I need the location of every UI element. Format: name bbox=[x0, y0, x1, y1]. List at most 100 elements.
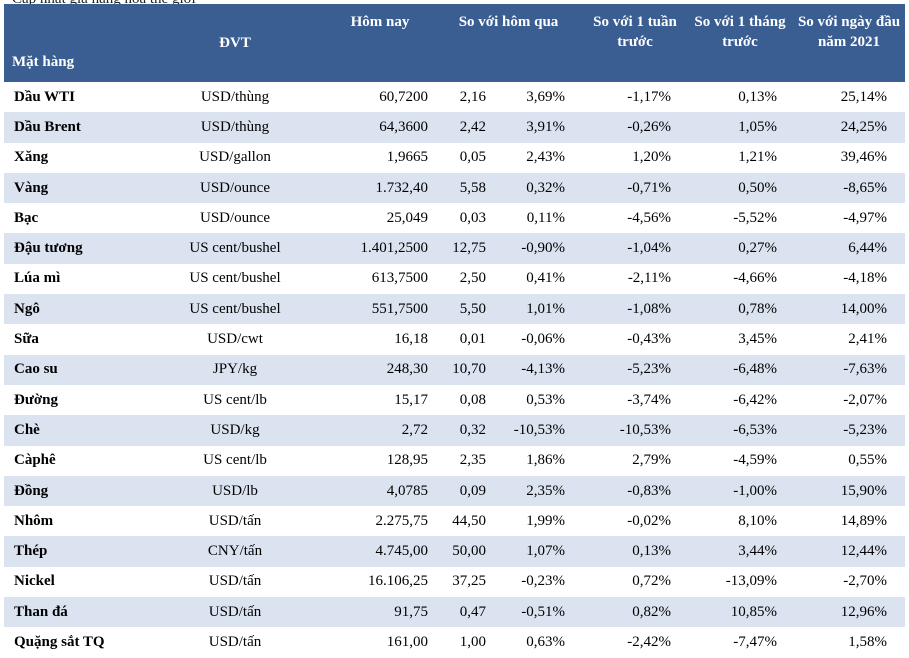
change-week: -2,42% bbox=[583, 627, 687, 658]
change-ytd: 39,46% bbox=[793, 142, 905, 173]
change-month: 3,45% bbox=[687, 324, 793, 355]
change-week: -0,02% bbox=[583, 506, 687, 537]
change-week: -1,08% bbox=[583, 294, 687, 325]
change-value: 5,50 bbox=[434, 294, 494, 325]
commodity-name: Chè bbox=[4, 415, 144, 446]
change-value: 0,47 bbox=[434, 597, 494, 628]
change-value: 0,03 bbox=[434, 203, 494, 234]
change-week: -2,11% bbox=[583, 263, 687, 295]
change-ytd: 15,90% bbox=[793, 475, 905, 507]
change-percent: -4,13% bbox=[494, 354, 583, 385]
change-ytd: -8,65% bbox=[793, 172, 905, 204]
change-month: -1,00% bbox=[687, 475, 793, 507]
change-week: -4,56% bbox=[583, 203, 687, 234]
change-week: 2,79% bbox=[583, 445, 687, 476]
change-month: 0,27% bbox=[687, 233, 793, 264]
change-month: -7,47% bbox=[687, 627, 793, 658]
unit-cell: USD/thùng bbox=[144, 112, 326, 143]
commodity-name: Nhôm bbox=[4, 506, 144, 537]
change-value: 2,42 bbox=[434, 112, 494, 143]
change-week: 0,13% bbox=[583, 536, 687, 567]
change-percent: 0,32% bbox=[494, 172, 583, 204]
header-today: Hôm nay bbox=[326, 4, 434, 82]
change-percent: 1,01% bbox=[494, 294, 583, 325]
unit-cell: USD/cwt bbox=[144, 324, 326, 355]
commodity-name: Quặng sắt TQ bbox=[4, 627, 144, 658]
price-today: 60,7200 bbox=[326, 82, 434, 113]
header-row: Mặt hàng ĐVT Hôm nay So với hôm qua So v… bbox=[4, 4, 905, 82]
change-ytd: 12,44% bbox=[793, 536, 905, 567]
price-today: 128,95 bbox=[326, 445, 434, 476]
change-week: -10,53% bbox=[583, 415, 687, 446]
change-percent: 3,69% bbox=[494, 82, 583, 113]
price-today: 551,7500 bbox=[326, 294, 434, 325]
change-week: 1,20% bbox=[583, 142, 687, 173]
change-week: -3,74% bbox=[583, 384, 687, 416]
change-ytd: 25,14% bbox=[793, 82, 905, 113]
change-month: -4,59% bbox=[687, 445, 793, 476]
change-value: 50,00 bbox=[434, 536, 494, 567]
header-vs-year-start: So với ngày đầu năm 2021 bbox=[793, 4, 905, 82]
change-month: 8,10% bbox=[687, 506, 793, 537]
change-week: -0,83% bbox=[583, 475, 687, 507]
unit-cell: USD/tấn bbox=[144, 506, 326, 537]
change-week: -0,26% bbox=[583, 112, 687, 143]
unit-cell: USD/kg bbox=[144, 415, 326, 446]
table-row: Chè USD/kg 2,72 0,32 -10,53% -10,53% -6,53% -5,… bbox=[4, 415, 905, 446]
change-ytd: -2,07% bbox=[793, 384, 905, 416]
change-week: -1,04% bbox=[583, 233, 687, 264]
header-item: Mặt hàng bbox=[4, 4, 144, 82]
price-today: 1,9665 bbox=[326, 142, 434, 173]
change-ytd: -2,70% bbox=[793, 566, 905, 598]
header-unit: ĐVT bbox=[144, 4, 326, 82]
commodity-name: Sữa bbox=[4, 324, 144, 355]
price-today: 91,75 bbox=[326, 597, 434, 628]
commodity-name: Xăng bbox=[4, 142, 144, 173]
change-percent: -10,53% bbox=[494, 415, 583, 446]
commodity-name: Đồng bbox=[4, 475, 144, 507]
change-value: 0,32 bbox=[434, 415, 494, 446]
unit-cell: USD/lb bbox=[144, 475, 326, 507]
price-today: 2.275,75 bbox=[326, 506, 434, 537]
table-row: Nhôm USD/tấn 2.275,75 44,50 1,99% -0,02% 8,10%… bbox=[4, 506, 905, 537]
change-percent: 2,43% bbox=[494, 142, 583, 173]
unit-cell: US cent/lb bbox=[144, 384, 326, 416]
table-row: Ngô US cent/bushel 551,7500 5,50 1,01% -1,08%… bbox=[4, 294, 905, 325]
change-value: 1,00 bbox=[434, 627, 494, 658]
change-ytd: -4,97% bbox=[793, 203, 905, 234]
table-row: Than đá USD/tấn 91,75 0,47 -0,51% 0,82% 10,85%… bbox=[4, 597, 905, 628]
unit-cell: US cent/bushel bbox=[144, 294, 326, 325]
change-value: 0,09 bbox=[434, 475, 494, 507]
change-value: 0,05 bbox=[434, 142, 494, 173]
change-ytd: 0,55% bbox=[793, 445, 905, 476]
change-month: 0,50% bbox=[687, 172, 793, 204]
change-value: 12,75 bbox=[434, 233, 494, 264]
table-row: Càphê US cent/lb 128,95 2,35 1,86% 2,79% -4,59… bbox=[4, 445, 905, 476]
change-percent: 1,07% bbox=[494, 536, 583, 567]
commodity-name: Bạc bbox=[4, 203, 144, 234]
change-ytd: 24,25% bbox=[793, 112, 905, 143]
change-week: -5,23% bbox=[583, 354, 687, 385]
change-week: 0,82% bbox=[583, 597, 687, 628]
price-today: 1.732,40 bbox=[326, 172, 434, 204]
price-today: 15,17 bbox=[326, 384, 434, 416]
change-value: 44,50 bbox=[434, 506, 494, 537]
change-value: 5,58 bbox=[434, 172, 494, 204]
change-week: -0,71% bbox=[583, 172, 687, 204]
change-ytd: -5,23% bbox=[793, 415, 905, 446]
change-value: 0,08 bbox=[434, 384, 494, 416]
change-ytd: 12,96% bbox=[793, 597, 905, 628]
price-today: 161,00 bbox=[326, 627, 434, 658]
table-row: Đường US cent/lb 15,17 0,08 0,53% -3,74% -6,42… bbox=[4, 384, 905, 416]
table-row: Nickel USD/tấn 16.106,25 37,25 -0,23% 0,72% -1… bbox=[4, 566, 905, 598]
table-row: Vàng USD/ounce 1.732,40 5,58 0,32% -0,71% 0,50… bbox=[4, 172, 905, 204]
change-ytd: 2,41% bbox=[793, 324, 905, 355]
commodity-name: Dầu WTI bbox=[4, 82, 144, 113]
change-week: -0,43% bbox=[583, 324, 687, 355]
price-today: 248,30 bbox=[326, 354, 434, 385]
change-percent: 1,86% bbox=[494, 445, 583, 476]
change-percent: 2,35% bbox=[494, 475, 583, 507]
commodity-name: Dầu Brent bbox=[4, 112, 144, 143]
unit-cell: USD/tấn bbox=[144, 627, 326, 658]
change-percent: -0,51% bbox=[494, 597, 583, 628]
